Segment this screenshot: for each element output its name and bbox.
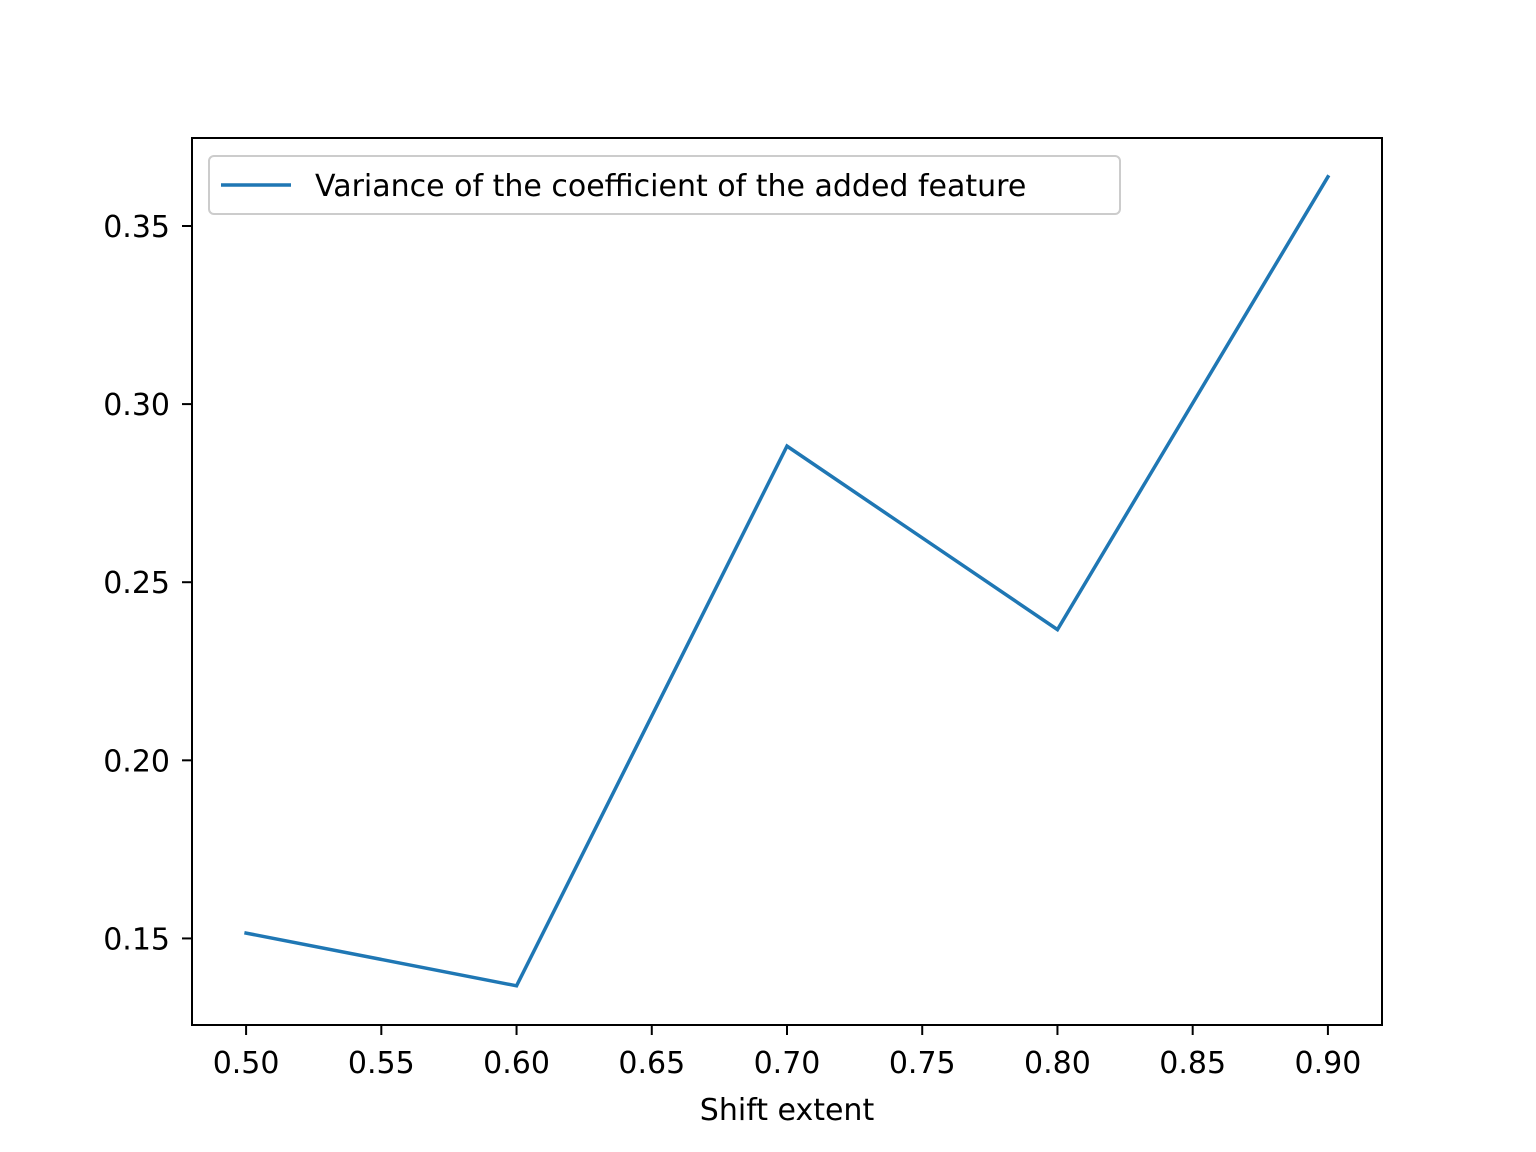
- x-tick-label: 0.70: [754, 1046, 821, 1081]
- x-tick-label: 0.75: [889, 1046, 956, 1081]
- x-tick-label: 0.55: [348, 1046, 415, 1081]
- legend: Variance of the coefficient of the added…: [208, 155, 1121, 215]
- legend-box: [208, 155, 1121, 215]
- legend-label: Variance of the coefficient of the added…: [315, 169, 1026, 204]
- x-tick-label: 0.90: [1295, 1046, 1362, 1081]
- x-axis-label: Shift extent: [700, 1093, 875, 1128]
- x-tick-label: 0.60: [483, 1046, 550, 1081]
- y-tick-label: 0.35: [103, 210, 170, 245]
- y-tick-label: 0.25: [103, 566, 170, 601]
- series-line-0: [244, 174, 1331, 988]
- y-tick-label: 0.20: [103, 744, 170, 779]
- x-tick-label: 0.85: [1159, 1046, 1226, 1081]
- x-tick-label: 0.80: [1024, 1046, 1091, 1081]
- y-tick-label: 0.15: [103, 922, 170, 957]
- y-tick-label: 0.30: [103, 388, 170, 423]
- x-tick-label: 0.50: [213, 1046, 280, 1081]
- x-tick-label: 0.65: [618, 1046, 685, 1081]
- plot-area: [244, 174, 1331, 988]
- axes: 0.50 0.55 0.60 0.65 0.70 0.75 0.80 0.85 0.90 0.15…: [103, 137, 1383, 1081]
